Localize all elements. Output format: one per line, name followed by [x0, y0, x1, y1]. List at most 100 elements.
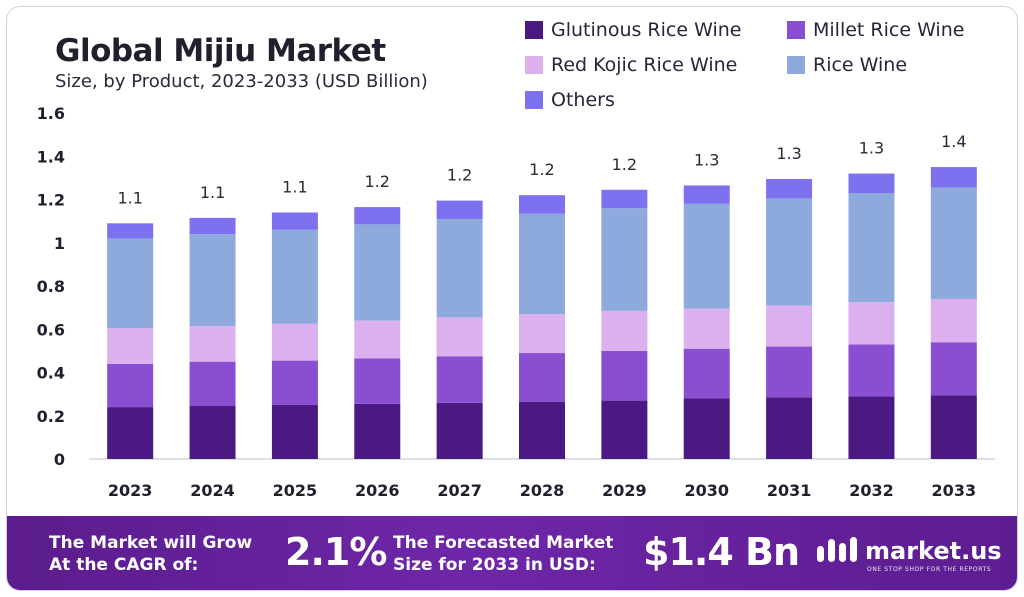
legend: Glutinous Rice Wine Millet Rice Wine Red… [525, 19, 1005, 119]
bar-total-label: 1.2 [529, 160, 554, 179]
bar-segment-millet-rice-wine [436, 356, 483, 403]
bar-segment-glutinous-rice-wine [930, 395, 977, 459]
y-tick-label: 0 [54, 450, 65, 469]
stacked-bar-chart: 0 0.2 0.4 0.6 0.8 1 1.2 1.4 1.6 1.1 2023 1.1 2024 1.1… [37, 104, 995, 500]
legend-item-red-kojic-rice-wine: Red Kojic Rice Wine [525, 54, 737, 76]
bar-segment-rice-wine [683, 203, 730, 309]
y-tick-label: 1.6 [37, 104, 65, 123]
bar-total-label: 1.2 [612, 155, 637, 174]
bar-segment-red-kojic-rice-wine [519, 314, 565, 354]
bar-segment-glutinous-rice-wine [354, 403, 401, 459]
bar-segment-glutinous-rice-wine [683, 398, 730, 459]
bar-segment-others [189, 217, 236, 235]
y-tick-label: 1 [54, 234, 65, 253]
brand-logo[interactable]: market.us ONE STOP SHOP FOR THE REPORTS [815, 534, 1002, 573]
bar-segment-glutinous-rice-wine [107, 407, 154, 459]
bar-segment-others [354, 207, 401, 225]
bar-segment-red-kojic-rice-wine [848, 302, 895, 345]
x-tick-label: 2025 [273, 481, 318, 500]
bar-segment-rice-wine [519, 213, 565, 315]
bar-segment-rice-wine [271, 229, 318, 324]
bar-segment-others [107, 223, 154, 239]
bar-segment-rice-wine [930, 187, 977, 299]
brand-name: market.us [865, 537, 1002, 565]
x-tick-label: 2023 [108, 481, 153, 500]
bar-total-label: 1.1 [200, 183, 225, 202]
bar-segment-red-kojic-rice-wine [601, 310, 648, 351]
cagr-caption-line1: The Market will Grow [49, 533, 253, 553]
bar-segment-others [766, 178, 813, 199]
bar-segment-glutinous-rice-wine [766, 397, 813, 459]
bar-segment-red-kojic-rice-wine [436, 317, 483, 357]
x-tick-label: 2033 [932, 481, 977, 500]
bar-segment-millet-rice-wine [766, 346, 813, 398]
x-tick-label: 2032 [849, 481, 894, 500]
bar-segment-others [930, 167, 977, 188]
y-tick-label: 1.4 [37, 147, 65, 166]
bar-total-label: 1.2 [365, 172, 390, 191]
legend-swatch [525, 91, 543, 109]
bar-segment-rice-wine [766, 198, 813, 306]
bar-total-label: 1.3 [776, 144, 801, 163]
bar-total-label: 1.1 [117, 188, 142, 207]
bar-segment-others [683, 185, 730, 204]
legend-swatch [525, 21, 543, 39]
forecast-caption-line1: The Forecasted Market [393, 533, 614, 553]
y-tick-label: 0.8 [37, 277, 65, 296]
bar-segment-others [271, 212, 318, 230]
bar-segment-red-kojic-rice-wine [107, 328, 154, 364]
chart-title: Global Mijiu Market [55, 33, 386, 69]
x-tick-label: 2024 [190, 481, 235, 500]
bar-segment-red-kojic-rice-wine [766, 305, 813, 347]
bar-segment-red-kojic-rice-wine [683, 308, 730, 349]
market-us-logo-icon [817, 537, 857, 562]
bar-segment-millet-rice-wine [107, 363, 154, 408]
bar-segment-glutinous-rice-wine [436, 402, 483, 459]
forecast-value: $1.4 Bn [643, 530, 800, 574]
legend-item-millet-rice-wine: Millet Rice Wine [787, 19, 964, 41]
x-tick-label: 2027 [437, 481, 482, 500]
legend-item-rice-wine: Rice Wine [787, 54, 907, 76]
bar-segment-millet-rice-wine [271, 360, 318, 405]
bar-segment-millet-rice-wine [601, 350, 648, 401]
bar-total-label: 1.1 [282, 177, 307, 196]
bar-total-label: 1.4 [941, 132, 966, 151]
legend-label: Red Kojic Rice Wine [551, 54, 738, 76]
bar-segment-rice-wine [848, 193, 895, 303]
bar-segment-glutinous-rice-wine [848, 396, 895, 459]
bar-segment-others [601, 189, 648, 209]
x-tick-label: 2026 [355, 481, 400, 500]
bar-segment-millet-rice-wine [519, 353, 565, 402]
bar-segment-red-kojic-rice-wine [189, 326, 236, 362]
forecast-caption-line2: Size for 2033 in USD: [393, 555, 596, 575]
bar-segment-millet-rice-wine [930, 342, 977, 396]
bar-segment-millet-rice-wine [354, 358, 401, 404]
brand-tagline: ONE STOP SHOP FOR THE REPORTS [867, 566, 992, 573]
legend-label: Glutinous Rice Wine [551, 19, 742, 41]
legend-swatch [787, 56, 805, 74]
bar-segment-red-kojic-rice-wine [354, 320, 401, 359]
bar-segment-red-kojic-rice-wine [271, 323, 318, 361]
bar-segment-glutinous-rice-wine [519, 401, 565, 459]
legend-swatch [525, 56, 543, 74]
bar-segment-rice-wine [107, 238, 154, 329]
bar-total-label: 1.3 [694, 150, 719, 169]
bar-segment-millet-rice-wine [683, 348, 730, 399]
cagr-value: 2.1% [285, 530, 387, 574]
legend-label: Others [551, 89, 615, 111]
summary-banner: The Market will Grow At the CAGR of: 2.1… [7, 516, 1017, 590]
bar-segment-glutinous-rice-wine [189, 406, 236, 459]
bar-segment-red-kojic-rice-wine [930, 298, 977, 343]
bar-segment-rice-wine [601, 208, 648, 311]
y-tick-label: 0.2 [37, 407, 65, 426]
legend-item-glutinous-rice-wine: Glutinous Rice Wine [525, 19, 741, 41]
legend-item-others: Others [525, 89, 615, 111]
bar-segment-others [519, 195, 565, 214]
y-tick-label: 0.6 [37, 320, 65, 339]
chart-card: Global Mijiu Market Size, by Product, 20… [6, 6, 1018, 591]
y-tick-label: 0.4 [37, 364, 65, 383]
cagr-caption: The Market will Grow At the CAGR of: [49, 532, 252, 576]
legend-swatch [787, 21, 805, 39]
x-tick-label: 2031 [767, 481, 812, 500]
bar-segment-others [848, 173, 895, 194]
